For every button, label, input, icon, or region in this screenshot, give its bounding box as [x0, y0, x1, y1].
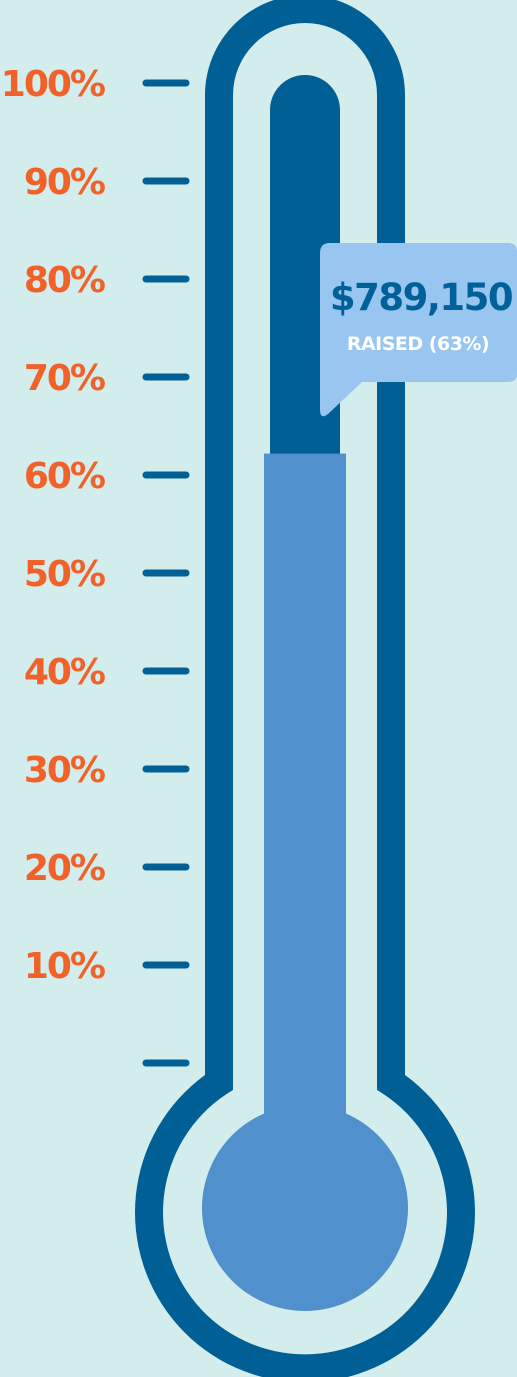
mercury [202, 453, 408, 1311]
mercury-column [264, 453, 346, 1169]
tick-labels: 100% 90% 80% 70% 60% 50% 40% 30% 20% 10% [1, 64, 107, 987]
tick-label-10: 10% [24, 946, 105, 987]
tick-label-20: 20% [24, 848, 105, 889]
raised-label: RAISED (63%) [347, 333, 489, 355]
raised-callout: $789,150 RAISED (63%) [320, 243, 517, 417]
tick-label-80: 80% [24, 260, 105, 301]
callout-bubble [320, 243, 517, 417]
mercury-bulb [202, 1105, 408, 1311]
tick-marks [142, 79, 190, 1067]
tick-label-30: 30% [24, 750, 105, 791]
tick-label-100: 100% [1, 64, 105, 105]
tick-label-60: 60% [24, 456, 105, 497]
raised-amount: $789,150 [330, 276, 512, 319]
tick-label-50: 50% [24, 554, 105, 595]
tick-label-40: 40% [24, 652, 105, 693]
tick-label-90: 90% [24, 162, 105, 203]
tick-label-70: 70% [24, 358, 105, 399]
